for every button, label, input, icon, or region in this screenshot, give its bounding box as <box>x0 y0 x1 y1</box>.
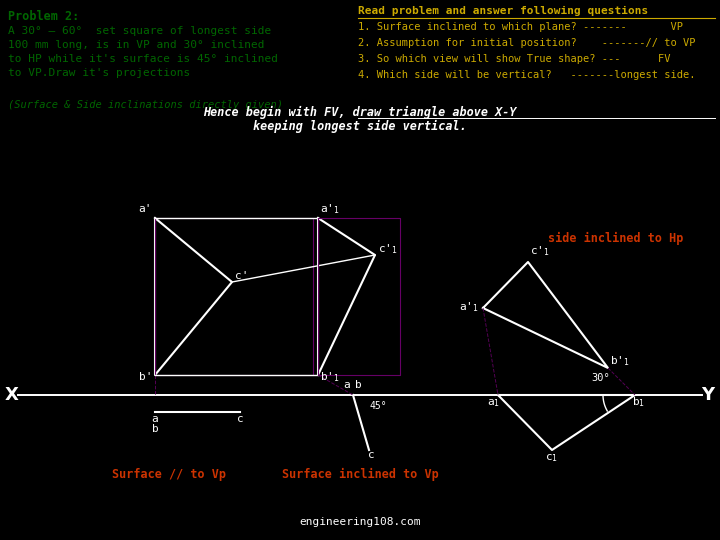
Text: a'$_1$: a'$_1$ <box>459 300 479 314</box>
Text: Hence begin with FV, draw triangle above X-Y: Hence begin with FV, draw triangle above… <box>203 106 517 119</box>
Text: c: c <box>368 450 374 460</box>
Text: 4. Which side will be vertical?   -------longest side.: 4. Which side will be vertical? -------l… <box>358 70 696 80</box>
Text: side inclined to Hp: side inclined to Hp <box>548 232 683 245</box>
Text: c': c' <box>235 271 248 281</box>
Text: 1. Surface inclined to which plane? -------       VP: 1. Surface inclined to which plane? ----… <box>358 22 683 32</box>
Text: 3. So which view will show True shape? ---      FV: 3. So which view will show True shape? -… <box>358 54 670 64</box>
Text: Surface inclined to Vp: Surface inclined to Vp <box>282 468 438 481</box>
Text: keeping longest side vertical.: keeping longest side vertical. <box>253 120 467 133</box>
Text: b: b <box>355 380 361 390</box>
Text: c'$_1$: c'$_1$ <box>530 244 550 258</box>
Text: a: a <box>152 414 158 424</box>
Text: to HP while it's surface is 45° inclined: to HP while it's surface is 45° inclined <box>8 54 278 64</box>
Text: A 30° – 60°  set square of longest side: A 30° – 60° set square of longest side <box>8 26 271 36</box>
Text: a'$_1$: a'$_1$ <box>320 202 340 216</box>
Text: a: a <box>343 380 351 390</box>
Text: b: b <box>152 424 158 434</box>
Text: engineering108.com: engineering108.com <box>300 517 420 527</box>
Text: b': b' <box>138 372 152 382</box>
Text: b$_1$: b$_1$ <box>632 395 646 409</box>
Text: b'$_1$: b'$_1$ <box>320 370 340 384</box>
Text: Surface // to Vp: Surface // to Vp <box>112 468 226 481</box>
Text: 45°: 45° <box>369 401 387 411</box>
Text: b'$_1$: b'$_1$ <box>610 354 630 368</box>
Text: Y: Y <box>701 386 714 404</box>
Text: to VP.Draw it's projections: to VP.Draw it's projections <box>8 68 190 78</box>
Text: a': a' <box>138 204 152 214</box>
Text: Read problem and answer following questions: Read problem and answer following questi… <box>358 6 648 16</box>
Text: c$_1$: c$_1$ <box>546 452 559 464</box>
Text: 2. Assumption for initial position?    -------// to VP: 2. Assumption for initial position? ----… <box>358 38 696 48</box>
Text: a$_1$: a$_1$ <box>487 397 500 409</box>
Text: 100 mm long, is in VP and 30° inclined: 100 mm long, is in VP and 30° inclined <box>8 40 264 50</box>
Text: (Surface & Side inclinations directly given): (Surface & Side inclinations directly gi… <box>8 100 283 110</box>
Text: 30°: 30° <box>592 373 611 383</box>
Text: Problem 2:: Problem 2: <box>8 10 79 23</box>
Text: X: X <box>5 386 19 404</box>
Text: c'$_1$: c'$_1$ <box>378 242 397 256</box>
Text: c: c <box>237 414 243 424</box>
